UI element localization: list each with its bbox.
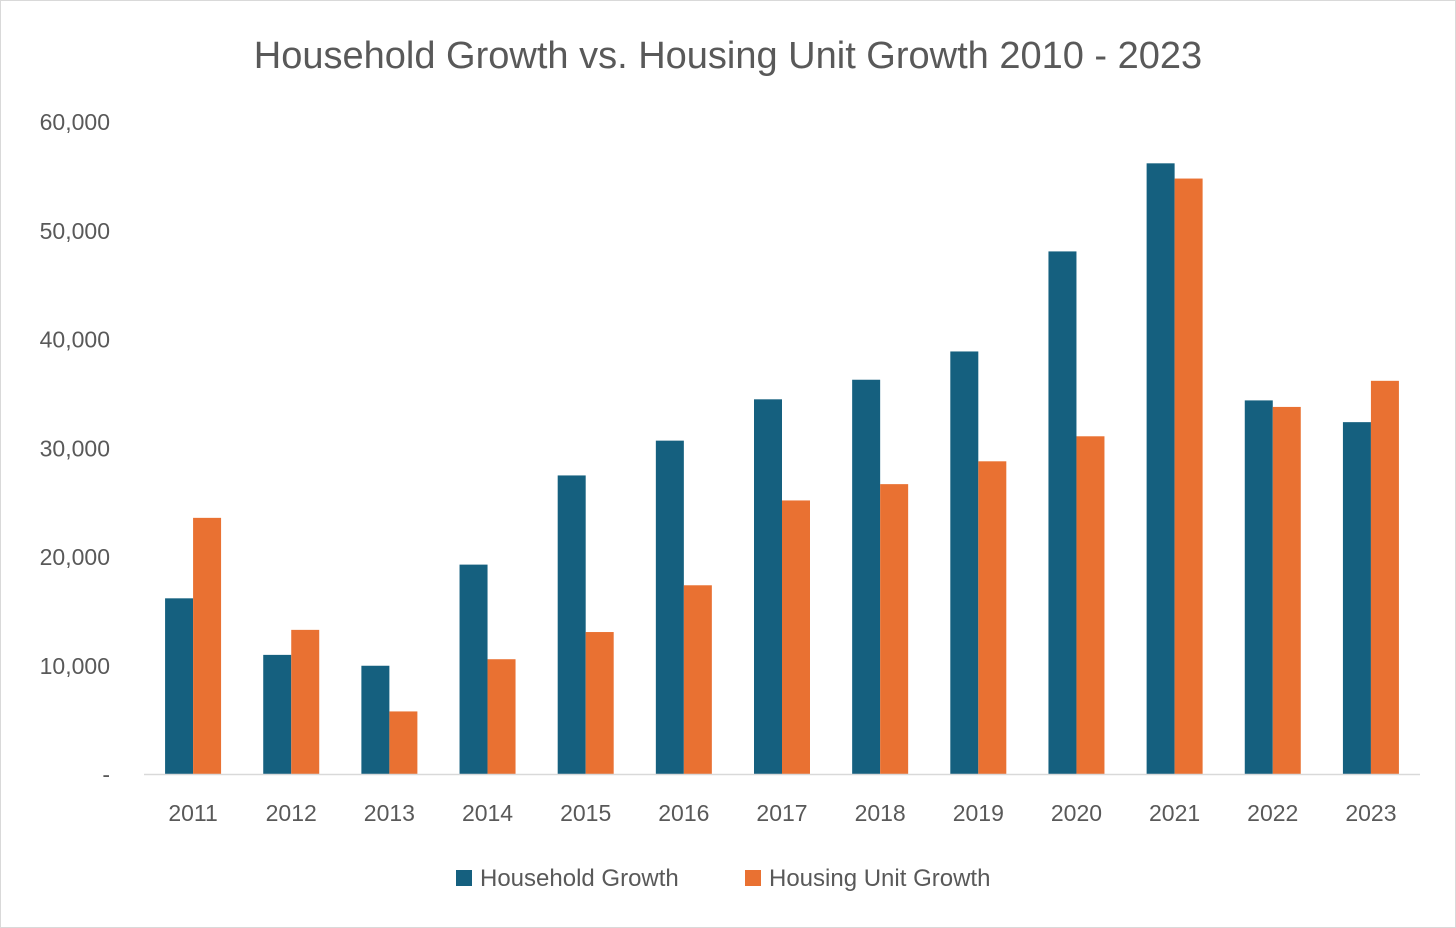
- x-tick-label: 2018: [855, 800, 906, 826]
- y-tick-label: 30,000: [40, 435, 110, 461]
- x-tick-label: 2017: [756, 800, 807, 826]
- legend-label: Household Growth: [480, 865, 679, 892]
- bar-household-growth: [557, 475, 586, 775]
- bar-housing-unit-growth: [193, 517, 222, 775]
- bar-household-growth: [655, 440, 684, 775]
- bar-housing-unit-growth: [487, 659, 516, 775]
- x-tick-label: 2020: [1051, 800, 1102, 826]
- bar-household-growth: [754, 399, 782, 775]
- bar-housing-unit-growth: [1272, 406, 1301, 775]
- x-tick-label: 2019: [953, 800, 1004, 826]
- chart-title: Household Growth vs. Housing Unit Growth…: [254, 35, 1202, 77]
- bar-household-growth: [1146, 163, 1175, 775]
- bar-household-growth: [165, 598, 194, 775]
- y-tick-label: 40,000: [40, 327, 110, 353]
- bar-household-growth: [852, 379, 881, 775]
- x-tick-label: 2022: [1247, 800, 1298, 826]
- x-tick-label: 2013: [364, 800, 415, 826]
- bar-housing-unit-growth: [585, 632, 614, 775]
- bar-household-growth: [361, 665, 390, 775]
- y-tick-label: 50,000: [40, 218, 110, 244]
- legend: Household Growth Housing Unit Growth: [456, 865, 990, 892]
- x-tick-label: 2016: [658, 800, 709, 826]
- bar-household-growth: [950, 351, 979, 775]
- bar-household-growth: [1342, 422, 1371, 775]
- bar-housing-unit-growth: [389, 711, 418, 775]
- x-tick-label: 2011: [168, 800, 217, 826]
- x-tick-label: 2012: [266, 800, 317, 826]
- y-tick-label: 20,000: [40, 544, 110, 570]
- bar-household-growth: [263, 654, 292, 775]
- legend-swatch: [456, 870, 472, 886]
- bar-household-growth: [1048, 251, 1077, 775]
- bar-housing-unit-growth: [1076, 436, 1105, 775]
- bar-housing-unit-growth: [782, 500, 810, 775]
- bar-housing-unit-growth: [291, 629, 320, 775]
- bars: [165, 163, 1399, 775]
- x-axis: 2011 2012 2013 2014 2015 2016 2017 2018 2019 2020…: [168, 800, 1396, 826]
- bar-housing-unit-growth: [683, 585, 712, 775]
- legend-swatch: [745, 870, 761, 886]
- bar-household-growth: [459, 564, 488, 775]
- x-tick-label: 2014: [462, 800, 513, 826]
- bar-household-growth: [1244, 400, 1273, 775]
- bar-housing-unit-growth: [978, 461, 1007, 775]
- legend-label: Housing Unit Growth: [769, 865, 990, 892]
- x-tick-label: 2021: [1149, 800, 1200, 826]
- y-tick-label: 10,000: [40, 653, 110, 679]
- x-tick-label: 2015: [560, 800, 611, 826]
- bar-housing-unit-growth: [1174, 178, 1203, 775]
- y-tick-label: -: [102, 762, 110, 788]
- x-tick-label: 2023: [1345, 800, 1396, 826]
- y-tick-label: 60,000: [40, 109, 110, 135]
- bar-housing-unit-growth: [880, 484, 909, 775]
- y-axis: - 10,000 20,000 30,000 40,000 50,000 60,000: [40, 109, 110, 788]
- bar-housing-unit-growth: [1370, 380, 1399, 775]
